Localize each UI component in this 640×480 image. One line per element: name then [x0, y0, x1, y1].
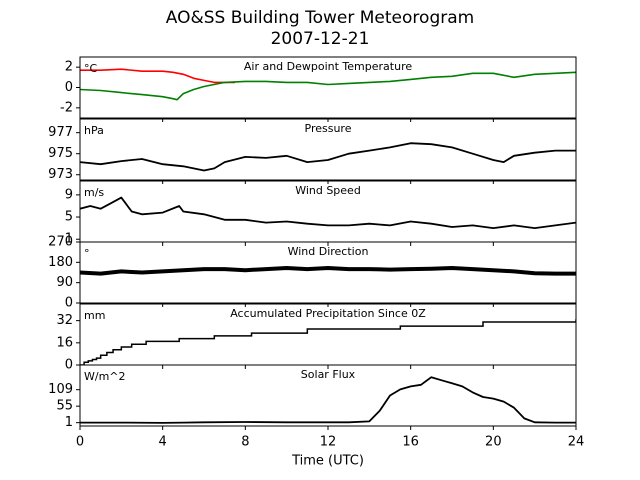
- x-tick-label: 12: [320, 435, 337, 450]
- y-tick-label: 0: [65, 296, 73, 311]
- y-tick-label: 90: [56, 275, 73, 290]
- x-tick-label: 24: [568, 435, 585, 450]
- panel-unit: °: [84, 247, 90, 260]
- panel-unit: mm: [84, 309, 105, 322]
- panel-unit: W/m^2: [84, 370, 126, 383]
- y-tick-label: 16: [56, 335, 73, 350]
- series-line-5-0: [80, 376, 576, 424]
- y-tick-label: 975: [48, 146, 73, 161]
- y-tick-label: 9: [65, 187, 73, 202]
- panel-title: Air and Dewpoint Temperature: [244, 60, 412, 73]
- y-tick-label: 2: [65, 60, 73, 75]
- y-tick-label: 109: [48, 382, 73, 397]
- panel-unit: m/s: [84, 186, 104, 199]
- y-tick-label: 180: [48, 255, 73, 270]
- x-tick-label: 16: [402, 435, 419, 450]
- y-tick-label: -2: [60, 100, 73, 115]
- figure-title: AO&SS Building Tower Meteorogram: [165, 8, 475, 28]
- series-line-4-0: [80, 319, 576, 365]
- series-line-3-0: [80, 266, 576, 276]
- y-tick-label: 1: [65, 232, 73, 247]
- y-tick-label: 973: [48, 167, 73, 182]
- x-tick-label: 4: [159, 435, 167, 450]
- y-tick-label: 32: [56, 313, 73, 328]
- x-tick-label: 8: [241, 435, 249, 450]
- panel-title: Solar Flux: [301, 368, 356, 381]
- panel-title: Accumulated Precipitation Since 0Z: [230, 307, 426, 320]
- series-line-1-0: [80, 142, 576, 172]
- y-tick-label: 55: [56, 399, 73, 414]
- series-line-0-1: [80, 71, 576, 101]
- series-line-0-0: [80, 68, 235, 84]
- y-tick-label: 977: [48, 125, 73, 140]
- panel-title: Wind Direction: [288, 245, 369, 258]
- y-tick-label: 0: [65, 358, 73, 373]
- y-tick-label: 1: [65, 415, 73, 430]
- x-tick-label: 20: [485, 435, 502, 450]
- figure-subtitle: 2007-12-21: [270, 29, 370, 49]
- y-tick-label: 0: [65, 80, 73, 95]
- panel-title: Wind Speed: [295, 184, 361, 197]
- panel-unit: hPa: [84, 124, 104, 137]
- y-tick-label: 270: [48, 235, 73, 250]
- panel-unit: °C: [84, 62, 98, 75]
- series-line-2-0: [80, 196, 576, 230]
- x-axis-label: Time (UTC): [291, 454, 364, 469]
- y-tick-label: 5: [65, 210, 73, 225]
- x-tick-label: 0: [76, 435, 84, 450]
- panel-title: Pressure: [305, 122, 352, 135]
